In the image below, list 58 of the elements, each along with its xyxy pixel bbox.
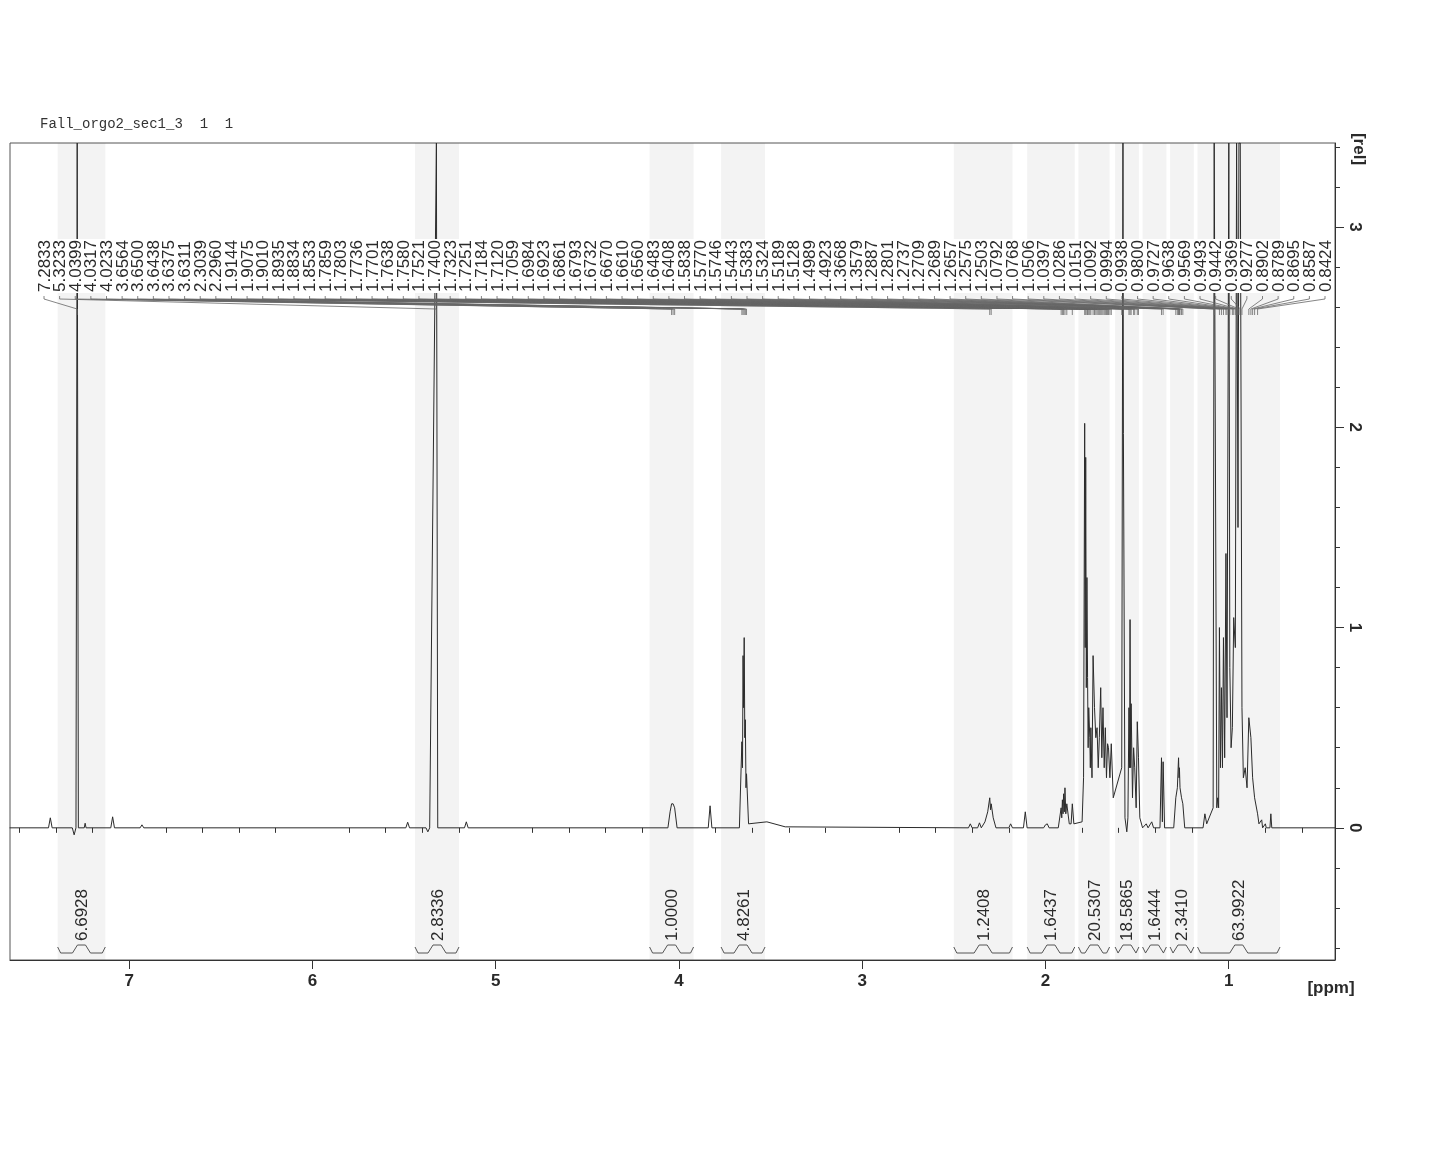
annotation: 0.9638 (1159, 240, 1179, 292)
annotation: 1.0092 (1081, 240, 1101, 292)
annotation: 0.9800 (1128, 240, 1148, 292)
x-axis-title: [ppm] (1307, 977, 1355, 997)
band-label: 6.6928 (71, 889, 91, 941)
annotation: 0.9277 (1237, 240, 1257, 292)
annotation: 1.7400 (425, 240, 445, 292)
band-label: 1.2408 (973, 889, 993, 941)
annotation: 1.7323 (440, 240, 460, 292)
band-label: 1.6437 (1041, 889, 1061, 941)
x-tick-label: 7 (124, 971, 134, 990)
x-tick-label: 1 (1223, 971, 1234, 990)
annotation: 1.5746 (706, 240, 726, 292)
annotation: 4.0317 (81, 240, 101, 292)
annotation: 1.5383 (737, 240, 757, 292)
x-tick-label: 3 (857, 971, 867, 990)
annotation: 4.0233 (96, 240, 116, 292)
annotation: 0.9727 (1143, 240, 1163, 292)
band-label: 2.3410 (1172, 889, 1192, 941)
annotation: 1.6483 (643, 240, 663, 292)
annotation: 0.9994 (1096, 240, 1116, 292)
annotation: 1.2503 (971, 240, 991, 292)
annotation: 1.2657 (940, 240, 960, 292)
annotation: 0.9938 (1112, 240, 1132, 292)
y-axis-title: [rel] (1349, 132, 1369, 166)
annotation: 1.5770 (690, 240, 710, 292)
annotation: 1.7521 (409, 240, 429, 292)
band-label: 63.9922 (1229, 879, 1249, 941)
annotation: 0.8902 (1253, 240, 1273, 292)
annotation: 1.6408 (659, 240, 679, 292)
annotation: 0.9569 (1174, 240, 1194, 292)
annotation: 4.0399 (65, 240, 85, 292)
annotation: 0.9369 (1221, 240, 1241, 292)
y-tick-label: 1 (1346, 622, 1365, 633)
chart-title: Fall_orgo2_sec1_3 1 1 (40, 116, 234, 132)
x-tick-label: 2 (1040, 971, 1051, 990)
band-label: 1.6444 (1144, 889, 1164, 941)
band-label: 2.8336 (427, 889, 447, 941)
x-tick-label: 5 (490, 971, 501, 990)
annotation: 1.5443 (721, 240, 741, 292)
band-label: 4.8261 (733, 889, 753, 941)
annotation: 0.9493 (1190, 240, 1210, 292)
y-tick-label: 2 (1346, 422, 1365, 433)
annotation: 1.0397 (1034, 240, 1054, 292)
x-tick-label: 6 (307, 971, 318, 990)
band-label: 18.5865 (1117, 879, 1137, 941)
y-tick-label: 3 (1346, 222, 1365, 232)
annotation: 5.3233 (50, 240, 70, 292)
annotation: 1.0151 (1065, 240, 1085, 292)
annotation: 1.5838 (675, 240, 694, 292)
annotation: 0.9442 (1206, 240, 1226, 292)
annotation: 0.8789 (1268, 240, 1288, 292)
y-tick-label: 0 (1346, 823, 1365, 833)
annotation: 1.0768 (1003, 240, 1023, 292)
band-label: 20.5307 (1084, 879, 1104, 941)
annotation: 1.5324 (753, 240, 773, 292)
band-label: 1.0000 (662, 889, 682, 941)
x-tick-label: 4 (674, 971, 685, 990)
